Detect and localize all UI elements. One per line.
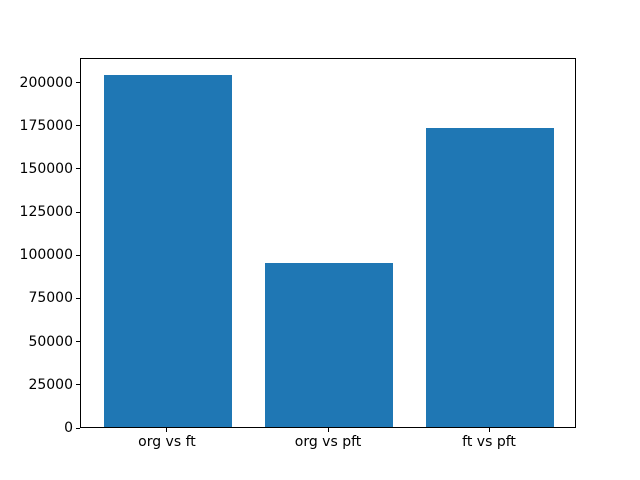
y-axis-tick-label: 150000 — [19, 160, 73, 177]
bar-ft-vs-pft — [425, 128, 555, 427]
y-axis-tick-mark — [76, 82, 80, 84]
y-axis-tick-mark — [76, 427, 80, 429]
bar-org-vs-pft — [264, 262, 394, 427]
y-axis-tick-label: 0 — [64, 420, 73, 436]
y-axis-tick-mark — [76, 297, 80, 299]
y-axis-tick-mark — [76, 254, 80, 256]
y-axis-tick-mark — [76, 168, 80, 170]
y-axis-tick-label: 50000 — [28, 333, 73, 350]
y-axis-tick-mark — [76, 211, 80, 213]
y-axis-tick-mark — [76, 125, 80, 127]
y-axis-tick-label: 75000 — [28, 290, 73, 307]
x-axis-tick-mark — [166, 428, 168, 432]
y-axis-tick-label: 100000 — [19, 247, 73, 264]
y-axis-tick-label: 25000 — [28, 376, 73, 393]
x-axis-tick-mark — [327, 428, 329, 432]
x-axis-tick-label: org vs pft — [294, 434, 362, 450]
y-axis-tick-label: 200000 — [19, 74, 73, 91]
y-axis-tick-label: 175000 — [19, 117, 73, 134]
bar-org-vs-ft — [103, 74, 233, 427]
x-axis-tick-mark — [488, 428, 490, 432]
x-axis-tick-label: org vs ft — [138, 434, 196, 450]
y-axis-tick-mark — [76, 341, 80, 343]
y-axis-tick-mark — [76, 384, 80, 386]
y-axis-tick-label: 125000 — [19, 204, 73, 221]
plot-area — [80, 58, 576, 428]
x-axis-tick-label: ft vs pft — [462, 434, 516, 450]
